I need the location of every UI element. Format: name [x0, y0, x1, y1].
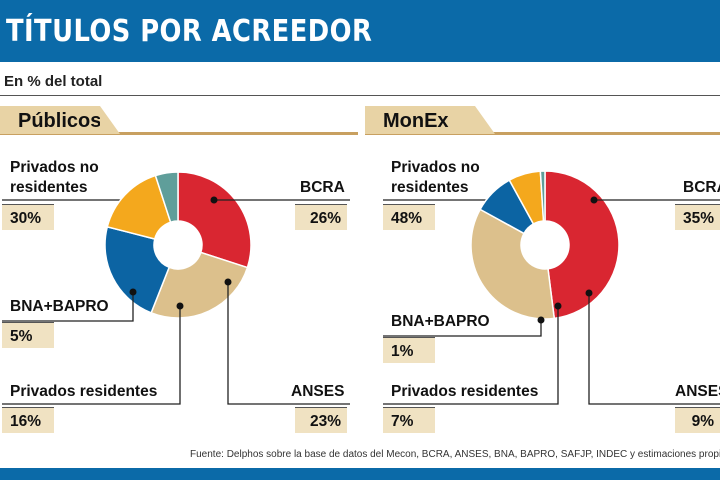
title-bar: TÍTULOS POR ACREEDOR — [0, 0, 720, 62]
slice-value: 23% — [295, 407, 347, 433]
slice-value: 30% — [2, 204, 54, 230]
slice-value: 7% — [383, 407, 435, 433]
divider — [0, 95, 720, 96]
leader-dot — [590, 196, 598, 204]
leader-line — [2, 292, 134, 322]
leader-dot — [554, 302, 562, 310]
source-note: Fuente: Delphos sobre la base de datos d… — [190, 449, 720, 460]
leader-dot — [224, 278, 232, 286]
slice-label-line: Privados residentes — [10, 383, 158, 400]
pie-slice — [106, 174, 172, 240]
slice-value: 26% — [295, 204, 347, 230]
slice-label-line: Privados no — [10, 159, 99, 176]
pie-slice — [150, 251, 249, 319]
panel-header-line — [0, 132, 358, 135]
leader-dot — [129, 288, 137, 296]
slice-label-line: BCRA — [300, 179, 345, 196]
subtitle: En % del total — [4, 73, 103, 90]
pie-slice — [177, 171, 252, 269]
slice-label: Privados no residentes — [391, 158, 480, 198]
slice-label: BCRA — [683, 178, 720, 198]
slice-label-line: BNA+BAPRO — [10, 298, 109, 315]
page-title: TÍTULOS POR ACREEDOR — [6, 14, 373, 49]
leader-dot — [176, 302, 184, 310]
leader-dot — [585, 289, 593, 297]
slice-label-line: Privados no — [391, 159, 480, 176]
leader-line — [588, 293, 720, 405]
slice-label: Privados residentes — [391, 382, 538, 402]
slice-label-line: residentes — [391, 179, 469, 196]
donut-chart — [383, 170, 720, 405]
leader-line — [2, 306, 181, 405]
donut-chart — [2, 171, 350, 405]
slice-label-line: residentes — [10, 179, 88, 196]
slice-label: Privados no residentes — [10, 158, 99, 198]
pie-slice — [154, 171, 179, 224]
slice-value: 35% — [675, 204, 720, 230]
pie-slice — [470, 208, 556, 320]
slice-label: Privados residentes — [10, 382, 157, 402]
leader-line — [227, 282, 350, 405]
chart-panel-monex: MonEx Privados no residentes 48% BCRA 35% ANS… — [365, 100, 720, 440]
slice-label: ANSES — [291, 382, 344, 402]
slice-value: 16% — [2, 407, 54, 433]
slice-value: 1% — [383, 337, 435, 363]
slice-label: BCRA — [300, 178, 345, 198]
pie-slice — [104, 225, 171, 314]
pie-slice — [544, 170, 620, 320]
panel-title: MonEx — [365, 106, 495, 134]
slice-label: BNA+BAPRO — [391, 312, 490, 332]
slice-label-line: BCRA — [683, 179, 720, 196]
slice-value: 9% — [675, 407, 720, 433]
panel-title: Públicos — [0, 106, 120, 134]
slice-value: 5% — [2, 322, 54, 348]
chart-panel-publicos: Públicos Privados no residentes 30% BCRA 26%… — [0, 100, 358, 440]
slice-label-line: ANSES — [291, 383, 345, 400]
slice-label: BNA+BAPRO — [10, 297, 109, 317]
slice-value: 48% — [383, 204, 435, 230]
panel-header-line — [365, 132, 720, 135]
leader-dot — [537, 316, 545, 324]
leader-dot — [210, 196, 218, 204]
leader-line — [383, 320, 542, 337]
slice-label-line: ANSES — [675, 383, 720, 400]
slice-label: ANSES — [675, 382, 720, 402]
bottom-bar — [0, 468, 720, 480]
pie-slice — [539, 170, 546, 222]
slice-label-line: Privados residentes — [391, 383, 539, 400]
leader-line — [383, 306, 559, 405]
slice-label-line: BNA+BAPRO — [391, 313, 490, 330]
